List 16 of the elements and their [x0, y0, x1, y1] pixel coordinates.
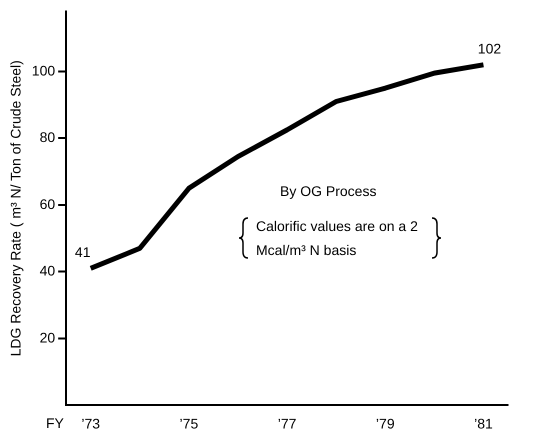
x-tick-label: ’73 — [81, 415, 100, 432]
x-tick-label: ’81 — [474, 415, 494, 432]
y-axis-title: LDG Recovery Rate ( m³ N/ Ton of Crude Steel) — [7, 60, 24, 356]
x-tick-label: ’77 — [278, 415, 297, 432]
y-tick-label: 80 — [40, 129, 56, 146]
x-tick-label: ’79 — [376, 415, 395, 432]
y-tick-label: 40 — [40, 262, 56, 279]
data-label: 41 — [74, 244, 91, 260]
y-tick-label: 100 — [32, 62, 56, 78]
x-tick-label: ’75 — [180, 415, 198, 432]
annotation: Calorific values are on a 2 Mcal/m³ N basis — [255, 217, 419, 260]
y-tick-label: 20 — [40, 329, 56, 346]
x-axis-title: FY — [46, 415, 64, 431]
y-tick-label: 60 — [40, 196, 56, 212]
data-label: 102 — [478, 40, 502, 57]
annotation: By OG Process — [280, 183, 376, 199]
